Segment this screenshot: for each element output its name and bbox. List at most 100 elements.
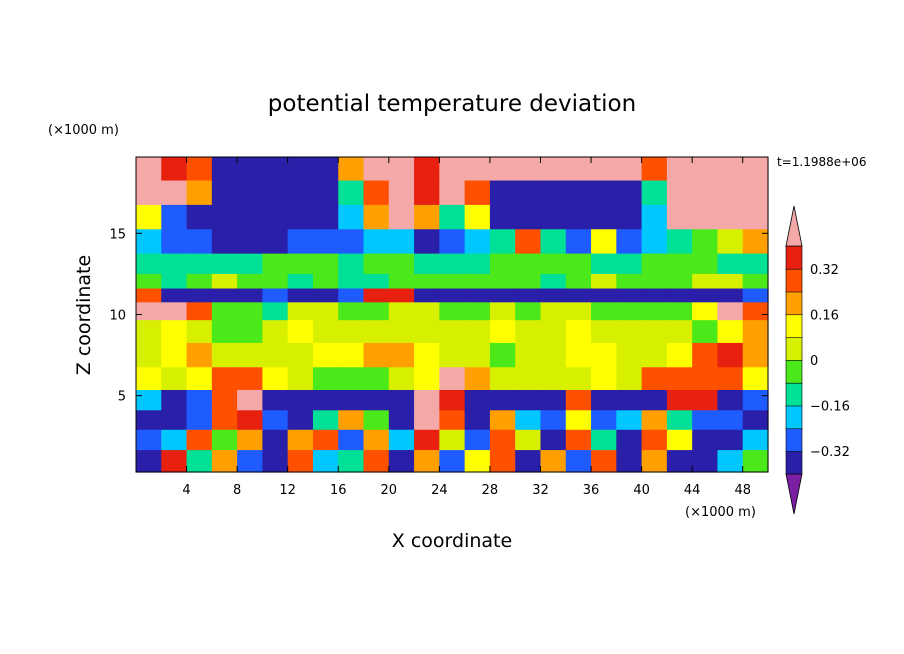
x-tick-label: 16 (330, 483, 347, 498)
heatmap-cell (464, 367, 491, 391)
heatmap-cell (287, 410, 314, 431)
heatmap-cell (287, 367, 314, 391)
heatmap-cell (312, 367, 339, 391)
heatmap-cell (515, 342, 542, 368)
heatmap-cell (388, 367, 415, 391)
heatmap-cell (692, 273, 719, 290)
colorbar-segment (785, 382, 803, 407)
heatmap-cell (161, 450, 188, 473)
heatmap-cell (287, 342, 314, 368)
heatmap-cell (591, 367, 617, 391)
heatmap-cell (363, 450, 390, 473)
heatmap-cell (338, 390, 365, 411)
heatmap-cell (211, 342, 238, 368)
heatmap-cell (565, 302, 592, 321)
heatmap-cell (540, 450, 567, 473)
heatmap-cell (616, 342, 643, 368)
heatmap-cell (237, 273, 263, 290)
x-tick-label: 32 (532, 483, 549, 498)
heatmap-cell (262, 253, 289, 275)
heatmap-cell (338, 157, 365, 182)
x-tick-label: 36 (583, 483, 600, 498)
heatmap-cell (388, 429, 415, 451)
heatmap-cell (464, 302, 491, 321)
heatmap-cell (742, 410, 769, 431)
heatmap-cell (136, 390, 162, 411)
heatmap-cell (515, 450, 542, 473)
heatmap-cell (565, 320, 592, 344)
heatmap-cell (717, 367, 744, 391)
heatmap-cell (262, 302, 289, 321)
heatmap-cell (641, 204, 668, 230)
heatmap-cell (616, 390, 643, 411)
heatmap-cell (262, 273, 289, 290)
heatmap-cell (717, 273, 744, 290)
heatmap-cell (742, 253, 769, 275)
heatmap-cell (363, 342, 390, 368)
heatmap-cell (666, 157, 693, 182)
heatmap-cell (211, 367, 238, 391)
heatmap-cell (287, 288, 314, 303)
heatmap-cell (136, 320, 162, 344)
x-tick-label: 24 (431, 483, 448, 498)
heatmap-cell (363, 390, 390, 411)
heatmap-cell (262, 429, 289, 451)
heatmap-cell (515, 180, 542, 206)
heatmap-cell (540, 429, 567, 451)
heatmap-cell (591, 429, 617, 451)
plot-area (136, 157, 769, 473)
colorbar-segment (785, 450, 803, 475)
colorbar-tick-label: −0.32 (810, 445, 850, 460)
colorbar-segment (785, 405, 803, 430)
heatmap-cell (237, 367, 263, 391)
heatmap-cell (439, 450, 466, 473)
heatmap-cell (414, 157, 440, 182)
heatmap-cell (641, 288, 668, 303)
heatmap-cell (515, 429, 542, 451)
colorbar-tick-label: −0.16 (810, 400, 850, 415)
heatmap-cell (616, 450, 643, 473)
heatmap-cell (666, 429, 693, 451)
heatmap-cell (742, 302, 769, 321)
heatmap-cell (540, 342, 567, 368)
heatmap-cell (489, 342, 516, 368)
heatmap-cell (489, 450, 516, 473)
y-tick-label: 5 (118, 390, 126, 405)
heatmap-cell (742, 288, 769, 303)
heatmap-cell (692, 253, 719, 275)
heatmap-cell (439, 302, 466, 321)
heatmap-cell (641, 450, 668, 473)
heatmap-cell (262, 288, 289, 303)
heatmap-cell (717, 157, 744, 182)
heatmap-cell (136, 204, 162, 230)
heatmap-cell (565, 288, 592, 303)
heatmap-cell (616, 367, 643, 391)
heatmap-cell (338, 342, 365, 368)
heatmap-cell (489, 429, 516, 451)
heatmap-cell (692, 180, 719, 206)
heatmap-cell (287, 450, 314, 473)
heatmap-cell (161, 288, 188, 303)
heatmap-cell (489, 204, 516, 230)
x-tick-label: 40 (633, 483, 650, 498)
heatmap-cell (237, 253, 263, 275)
heatmap-cell (717, 320, 744, 344)
heatmap-cell (439, 157, 466, 182)
heatmap-cell (237, 288, 263, 303)
heatmap-cell (237, 390, 263, 411)
heatmap-cell (692, 302, 719, 321)
heatmap-cell (388, 450, 415, 473)
heatmap-cell (186, 273, 213, 290)
heatmap-cell (641, 157, 668, 182)
heatmap-cell (591, 342, 617, 368)
heatmap-cell (641, 273, 668, 290)
heatmap-cell (136, 342, 162, 368)
heatmap-cell (338, 273, 365, 290)
heatmap-cell (464, 157, 491, 182)
heatmap-cell (312, 273, 339, 290)
x-tick-label: 8 (233, 483, 241, 498)
heatmap-cell (666, 288, 693, 303)
y-tick-label: 15 (109, 227, 126, 242)
heatmap-cell (363, 288, 390, 303)
